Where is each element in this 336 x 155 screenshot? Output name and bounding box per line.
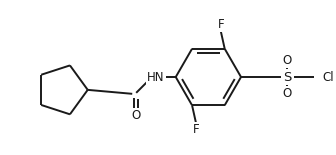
Text: HN: HN <box>147 71 165 84</box>
Text: F: F <box>193 124 199 137</box>
Text: F: F <box>217 18 224 31</box>
Text: S: S <box>283 71 292 84</box>
Text: O: O <box>283 87 292 100</box>
Text: O: O <box>132 109 141 122</box>
Text: Cl: Cl <box>322 71 334 84</box>
Text: O: O <box>283 54 292 67</box>
